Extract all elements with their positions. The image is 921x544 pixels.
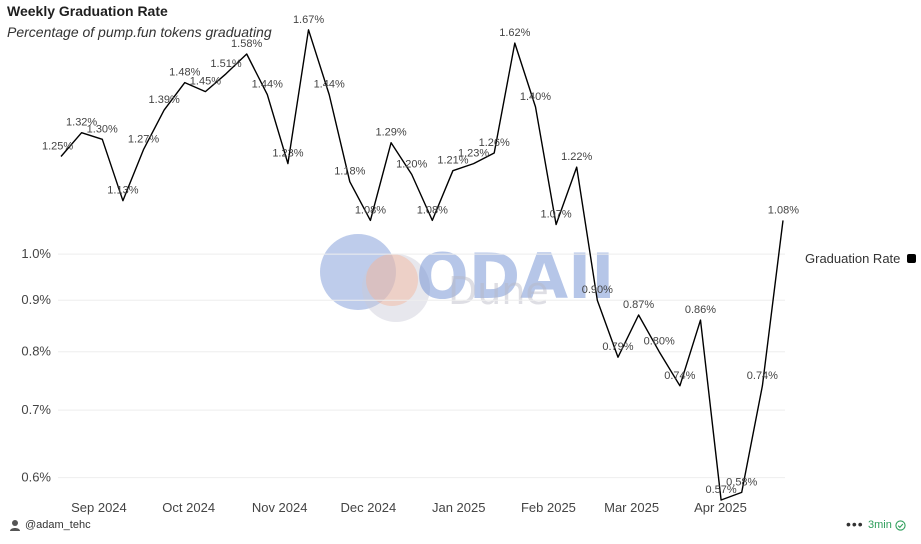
data-label: 1.58% (231, 38, 262, 50)
data-label: 1.44% (314, 79, 345, 91)
chart-title: Weekly Graduation Rate (7, 3, 168, 19)
series-line-graduation-rate (60, 29, 784, 501)
data-label: 1.44% (252, 79, 283, 91)
refresh-badge: 3min (868, 519, 906, 531)
more-options-icon[interactable]: ••• (846, 516, 864, 532)
chart-subtitle: Percentage of pump.fun tokens graduating (7, 24, 272, 40)
y-tick-label: 1.0% (21, 246, 51, 261)
data-label: 1.62% (499, 27, 530, 39)
data-label: 0.80% (644, 336, 675, 348)
watermark-logo-orange (366, 254, 418, 306)
x-tick-label: Mar 2025 (604, 500, 659, 515)
data-label: 1.20% (396, 158, 427, 170)
data-label: 0.74% (747, 370, 778, 382)
data-label: 1.18% (334, 166, 365, 178)
data-label: 1.08% (768, 204, 799, 216)
data-label: 1.08% (417, 204, 448, 216)
legend-swatch (907, 254, 917, 263)
x-tick-label: Jan 2025 (432, 500, 486, 515)
y-tick-label: 0.9% (21, 292, 51, 307)
data-labels: 1.25% 1.32%1.30% 1.13% 1.27% 1.39% 1.48%1.45%… (42, 14, 799, 496)
data-label: 0.87% (623, 299, 654, 311)
x-tick-label: Nov 2024 (252, 500, 308, 515)
refresh-time: 3min (868, 519, 892, 531)
watermark-logo-blue (320, 234, 396, 310)
data-label: 1.39% (149, 94, 180, 106)
data-label: 0.57% (706, 484, 737, 496)
data-label: 0.86% (685, 304, 716, 316)
y-tick-label: 0.7% (21, 402, 51, 417)
data-label: 1.67% (293, 14, 324, 26)
data-label: 1.13% (107, 185, 138, 197)
data-label: 1.22% (561, 151, 592, 163)
legend-label: Graduation Rate (805, 251, 901, 266)
data-label: 1.08% (355, 204, 386, 216)
data-label: 0.79% (602, 341, 633, 353)
y-axis: 0.6% 0.7% 0.8% 0.9% 1.0% (21, 246, 51, 484)
user-avatar-icon (10, 520, 20, 531)
x-axis: Sep 2024 Oct 2024 Nov 2024 Dec 2024 Jan 2025… (71, 500, 747, 515)
y-tick-label: 0.8% (21, 344, 51, 359)
legend[interactable]: Graduation Rate (805, 251, 917, 266)
data-label: 1.07% (540, 209, 571, 221)
data-label: 0.90% (582, 284, 613, 296)
author-name: @adam_tehc (25, 519, 91, 531)
gridlines (58, 253, 785, 479)
x-tick-label: Feb 2025 (521, 500, 576, 515)
data-label: 1.27% (128, 134, 159, 146)
data-label: 1.25% (42, 141, 73, 153)
author-credit[interactable]: @adam_tehc (9, 519, 91, 531)
watermark-logo-light (362, 254, 430, 322)
data-label: 1.32% (66, 117, 97, 129)
data-label: 1.48% (169, 67, 200, 79)
data-label: 1.30% (87, 123, 118, 135)
data-label: 1.23% (458, 148, 489, 160)
data-label: 1.51% (210, 58, 241, 70)
x-tick-label: Dec 2024 (341, 500, 397, 515)
y-tick-label: 0.6% (21, 470, 51, 485)
data-label: 1.40% (520, 91, 551, 103)
watermark-source: Dune (448, 269, 549, 313)
data-label: 1.21% (437, 155, 468, 167)
x-tick-label: Oct 2024 (162, 500, 215, 515)
data-label: 0.58% (726, 476, 757, 488)
x-tick-label: Apr 2025 (694, 500, 747, 515)
x-tick-label: Sep 2024 (71, 500, 127, 515)
data-label: 1.29% (375, 127, 406, 139)
data-label: 1.45% (190, 76, 221, 88)
data-label: 1.26% (479, 137, 510, 149)
data-label: 1.23% (272, 148, 303, 160)
data-label: 0.74% (664, 370, 695, 382)
check-circle-icon (895, 519, 906, 531)
